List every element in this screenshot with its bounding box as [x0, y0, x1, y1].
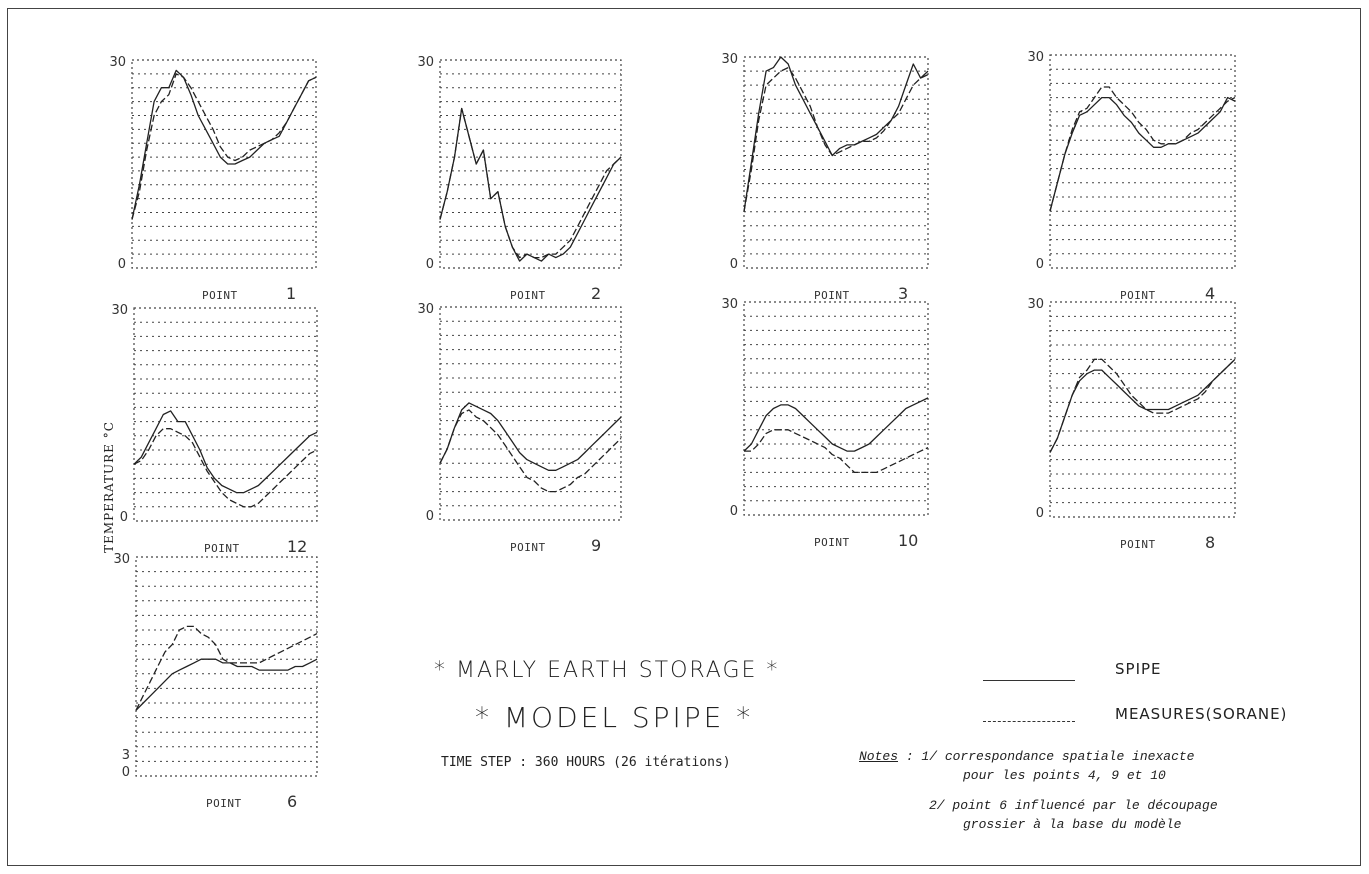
series-line-spipe [135, 658, 318, 711]
y-tick-label: 0 [426, 509, 434, 524]
y-tick-label: 0 [426, 257, 434, 272]
y-tick-label: 30 [113, 552, 130, 567]
point-label: POINT [1120, 289, 1156, 302]
y-tick-label: 30 [109, 55, 126, 70]
title-line-2: * MODEL SPIPE * [475, 701, 754, 734]
legend-label-measures: MEASURES(SORANE) [1115, 705, 1288, 723]
series-line-measures [1049, 86, 1236, 212]
y-tick-label: 0 [122, 765, 130, 780]
y-tick-label: 0 [118, 257, 126, 272]
panel-point-2: 0 30 POINT 2 [417, 55, 622, 303]
y-tick-label: 30 [111, 303, 128, 318]
y-tick-label: 30 [1027, 50, 1044, 65]
series-line-spipe [439, 402, 622, 471]
note-line-3: 2/ point 6 influencé par le découpage [929, 798, 1218, 813]
point-label: POINT [510, 541, 546, 554]
point-number: 4 [1205, 284, 1215, 303]
panel-point-10: 0 30 POINT 10 [721, 297, 929, 550]
panel-frame [131, 59, 317, 269]
notes-heading-row: Notes : 1/ correspondance spatiale inexa… [859, 749, 1194, 764]
point-number: 3 [898, 284, 908, 303]
series-line-measures [135, 625, 318, 711]
notes-colon: : [898, 749, 922, 764]
series-line-spipe [743, 56, 929, 212]
point-number: 10 [898, 531, 918, 550]
title-line-1: * MARLY EARTH STORAGE * [434, 658, 780, 683]
y-tick-label: 0 [120, 510, 128, 525]
series-line-spipe [131, 69, 317, 220]
series-line-measures [133, 428, 318, 508]
note-line-4: grossier à la base du modèle [963, 817, 1182, 832]
y-tick-label: 0 [1036, 506, 1044, 521]
point-label: POINT [1120, 538, 1156, 551]
notes-heading: Notes [859, 749, 899, 764]
y-tick-label: 30 [417, 302, 434, 317]
panel-point-6: 0 3 30 POINT 6 [113, 552, 318, 811]
panel-frame [133, 307, 318, 522]
panel-frame [439, 59, 622, 269]
series-line-measures [743, 66, 929, 212]
point-label: POINT [202, 289, 238, 302]
point-number: 12 [287, 537, 307, 556]
legend-swatch-dashed [983, 721, 1075, 722]
point-number: 9 [591, 536, 601, 555]
series-line-measures [744, 429, 929, 474]
point-number: 1 [286, 284, 296, 303]
panel-frame [743, 301, 929, 516]
point-number: 8 [1205, 533, 1215, 552]
figure-frame [7, 8, 1361, 866]
series-line-measures [439, 107, 622, 259]
panel-point-1: 0 30 POINT 1 [109, 55, 317, 303]
series-line-spipe [743, 397, 929, 452]
point-label: POINT [814, 536, 850, 549]
point-label: POINT [510, 289, 546, 302]
panel-point-3: 0 30 POINT 3 [721, 52, 929, 303]
y-tick-label: 0 [730, 504, 738, 519]
y-tick-label: 3 [122, 748, 130, 763]
point-number: 2 [591, 284, 601, 303]
series-line-spipe [1049, 358, 1236, 453]
panel-frame [1049, 54, 1236, 269]
series-line-measures [439, 409, 622, 493]
panel-frame [743, 56, 929, 269]
panel-point-8: 0 30 POINT 8 [1027, 297, 1236, 552]
note-line-2: pour les points 4, 9 et 10 [963, 768, 1166, 783]
panel-frame [439, 306, 622, 521]
point-label: POINT [204, 542, 240, 555]
legend-swatch-solid [983, 680, 1075, 681]
y-tick-label: 0 [1036, 257, 1044, 272]
panel-point-12: 0 30 POINT 12 [111, 303, 318, 556]
note-line-1: 1/ correspondance spatiale inexacte [921, 749, 1195, 764]
y-tick-label: 30 [721, 297, 738, 312]
y-tick-label: 30 [721, 52, 738, 67]
point-label: POINT [814, 289, 850, 302]
y-axis-label: TEMPERATURE °C [101, 421, 116, 553]
series-line-measures [1049, 358, 1236, 453]
panel-frame [135, 556, 318, 777]
time-step-label: TIME STEP : 360 HOURS (26 itérations) [441, 755, 731, 770]
y-tick-label: 0 [730, 257, 738, 272]
y-tick-label: 30 [417, 55, 434, 70]
panel-point-4: 0 30 POINT 4 [1027, 50, 1236, 303]
legend-label-spipe: SPIPE [1115, 660, 1162, 678]
point-number: 6 [287, 792, 297, 811]
point-label: POINT [206, 797, 242, 810]
y-tick-label: 30 [1027, 297, 1044, 312]
series-line-measures [131, 73, 317, 220]
panel-point-9: 0 30 POINT 9 [417, 302, 622, 555]
series-line-spipe [1049, 96, 1236, 212]
series-line-spipe [133, 410, 318, 494]
panel-frame [1049, 301, 1236, 518]
